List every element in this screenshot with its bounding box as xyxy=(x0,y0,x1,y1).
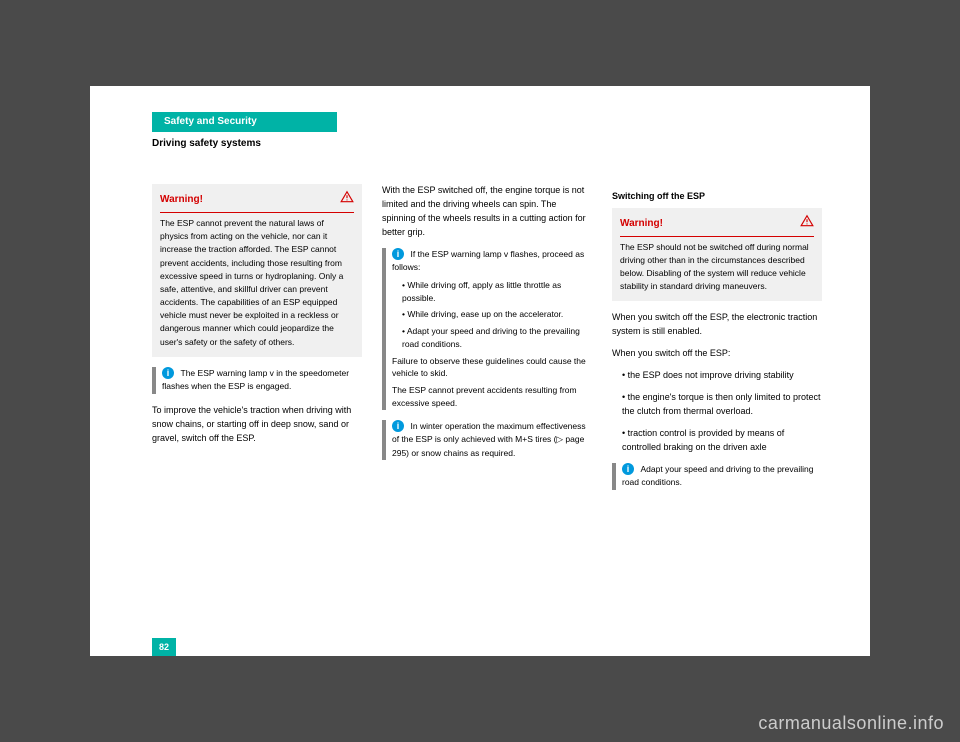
info-icon: i xyxy=(392,420,404,432)
warning-box: Warning! The ESP should not be switched … xyxy=(612,208,822,302)
info-note: i If the ESP warning lamp v flash­es, pr… xyxy=(382,248,592,410)
body-paragraph: With the ESP switched off, the engine to… xyxy=(382,184,592,240)
info-note: i The ESP warning lamp v in the speedome… xyxy=(152,367,362,394)
warning-title: Warning! xyxy=(620,216,663,231)
info-note: i Adapt your speed and driving to the pr… xyxy=(612,463,822,490)
subsection-title: Driving safety systems xyxy=(152,138,261,149)
subheading: Switching off the ESP xyxy=(612,190,822,204)
bullet-item: • Adapt your speed and driving to the pr… xyxy=(392,325,592,351)
section-title: Safety and Security xyxy=(164,116,257,127)
info-text: Failure to observe these guidelines coul… xyxy=(392,355,592,381)
info-content: i The ESP warning lamp v in the speedome… xyxy=(162,367,362,394)
info-bar xyxy=(382,248,386,410)
bullet-item: • While driving, ease up on the ac­celer… xyxy=(392,308,592,321)
body-paragraph: When you switch off the ESP: xyxy=(612,347,822,361)
info-text: In winter operation the maximum effec­ti… xyxy=(392,421,586,458)
body-paragraph: To improve the vehicle's traction when d… xyxy=(152,404,362,446)
column-1: Warning! The ESP cannot prevent the natu… xyxy=(152,184,362,454)
info-bar xyxy=(612,463,616,490)
warning-icon xyxy=(800,214,814,233)
info-bar xyxy=(152,367,156,394)
warning-header: Warning! xyxy=(152,184,362,212)
warning-box: Warning! The ESP cannot prevent the natu… xyxy=(152,184,362,357)
info-text: The ESP warning lamp v in the speedomete… xyxy=(162,368,349,392)
column-3: Switching off the ESP Warning! The ESP s… xyxy=(612,184,822,490)
bullet-item: • the ESP does not improve driving sta­b… xyxy=(612,369,822,383)
info-icon: i xyxy=(622,463,634,475)
body-paragraph: When you switch off the ESP, the electro… xyxy=(612,311,822,339)
info-bar xyxy=(382,420,386,461)
info-text: If the ESP warning lamp v flash­es, proc… xyxy=(392,249,584,273)
warning-title: Warning! xyxy=(160,192,203,207)
section-tab: Safety and Security xyxy=(152,112,337,132)
info-note: i In winter operation the maximum effec­… xyxy=(382,420,592,461)
warning-icon xyxy=(340,190,354,209)
warning-divider xyxy=(160,212,354,213)
bullet-item: • traction control is provided by means … xyxy=(612,427,822,455)
bullet-item: • While driving off, apply as little thr… xyxy=(392,279,592,305)
column-2: With the ESP switched off, the engine to… xyxy=(382,184,592,460)
page-number: 82 xyxy=(152,638,176,656)
info-icon: i xyxy=(162,367,174,379)
warning-divider xyxy=(620,236,814,237)
info-icon: i xyxy=(392,248,404,260)
manual-page: Safety and Security Driving safety syste… xyxy=(90,86,870,656)
info-content: i Adapt your speed and driving to the pr… xyxy=(622,463,822,490)
info-text: The ESP cannot prevent accidents resulti… xyxy=(392,384,592,410)
info-content: i If the ESP warning lamp v flash­es, pr… xyxy=(392,248,592,410)
info-text: Adapt your speed and driving to the prev… xyxy=(622,464,813,488)
warning-body: The ESP should not be switched off durin… xyxy=(612,241,822,302)
warning-body: The ESP cannot prevent the natural laws … xyxy=(152,217,362,357)
bullet-item: • the engine's torque is then only limit… xyxy=(612,391,822,419)
warning-header: Warning! xyxy=(612,208,822,236)
info-content: i In winter operation the maximum effec­… xyxy=(392,420,592,461)
watermark: carmanualsonline.info xyxy=(758,713,944,734)
